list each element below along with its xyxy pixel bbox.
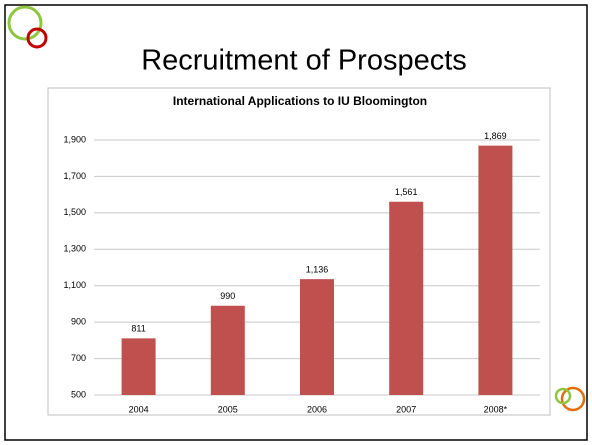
x-tick-label: 2006 <box>307 404 327 414</box>
data-label: 1,561 <box>395 187 418 197</box>
data-label: 811 <box>131 324 145 334</box>
y-tick-label: 1,700 <box>63 171 86 181</box>
decor-circle <box>560 386 586 412</box>
data-label: 990 <box>220 291 235 301</box>
y-tick-label: 700 <box>71 353 86 363</box>
x-tick-label: 2004 <box>129 404 149 414</box>
bar <box>300 279 334 395</box>
bar <box>389 201 424 395</box>
y-tick-label: 900 <box>71 317 86 327</box>
y-tick-label: 500 <box>71 389 86 399</box>
bar <box>210 305 245 395</box>
bar <box>121 338 156 395</box>
slide-title: Recruitment of Prospects <box>141 45 467 77</box>
decor-circle <box>7 5 43 41</box>
x-tick-label: 2007 <box>396 404 416 414</box>
y-tick-label: 1,900 <box>63 134 86 144</box>
bar <box>478 145 513 395</box>
y-tick-label: 1,500 <box>63 207 86 217</box>
decor-circle <box>26 27 48 49</box>
chart-title: International Applications to IU Bloomin… <box>173 94 427 108</box>
y-tick-label: 1,100 <box>63 280 86 290</box>
data-label: 1,136 <box>306 265 329 275</box>
decor-circle <box>554 387 572 405</box>
x-tick-label: 2008* <box>484 404 508 414</box>
y-tick-label: 1,300 <box>63 244 86 254</box>
data-label: 1,869 <box>484 131 507 141</box>
x-tick-label: 2005 <box>218 404 238 414</box>
